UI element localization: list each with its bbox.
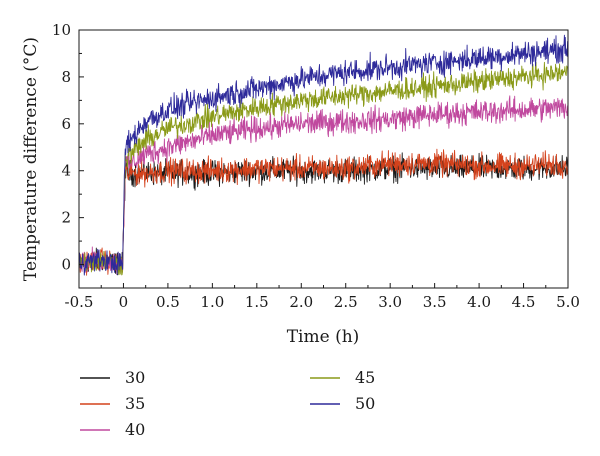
series-line-45 — [79, 61, 568, 276]
x-tick-label: 3.5 — [423, 293, 447, 311]
y-tick-label: 0 — [61, 256, 71, 274]
x-tick-label: 2.5 — [334, 293, 358, 311]
y-tick-label: 10 — [52, 21, 71, 39]
legend-label-45: 45 — [355, 368, 375, 387]
x-tick-label: 0.5 — [156, 293, 180, 311]
y-tick-label: 4 — [61, 162, 71, 180]
y-tick-label: 2 — [61, 209, 71, 227]
x-tick-label: 5.0 — [556, 293, 580, 311]
legend-label-35: 35 — [125, 394, 145, 413]
x-tick-label: 1.5 — [245, 293, 269, 311]
legend-label-30: 30 — [125, 368, 145, 387]
x-tick-label: 0 — [119, 293, 129, 311]
x-tick-label: 4.5 — [512, 293, 536, 311]
y-tick-label: 6 — [61, 115, 71, 133]
x-tick-label: 2.0 — [289, 293, 313, 311]
x-tick-label: 1.0 — [200, 293, 224, 311]
x-axis-title: Time (h) — [287, 327, 360, 347]
x-tick-label: 4.0 — [467, 293, 491, 311]
series-line-35 — [79, 148, 568, 276]
y-tick-label: 8 — [61, 68, 71, 86]
legend: 30 35 40 45 50 — [80, 368, 375, 439]
legend-label-40: 40 — [125, 420, 145, 439]
legend-label-50: 50 — [355, 394, 375, 413]
y-axis: 0 2 4 6 8 10 — [52, 21, 84, 289]
y-axis-title: Temperature difference (°C) — [21, 37, 41, 281]
series-line-40 — [79, 95, 568, 275]
series-layer — [79, 34, 568, 276]
series-line-50 — [79, 34, 568, 276]
x-tick-label: 3.0 — [378, 293, 402, 311]
x-tick-label: -0.5 — [65, 293, 94, 311]
x-axis: -0.5 0 0.5 1.0 1.5 2.0 2.5 3.0 3.5 4.0 4.5 5.0 — [65, 283, 580, 311]
